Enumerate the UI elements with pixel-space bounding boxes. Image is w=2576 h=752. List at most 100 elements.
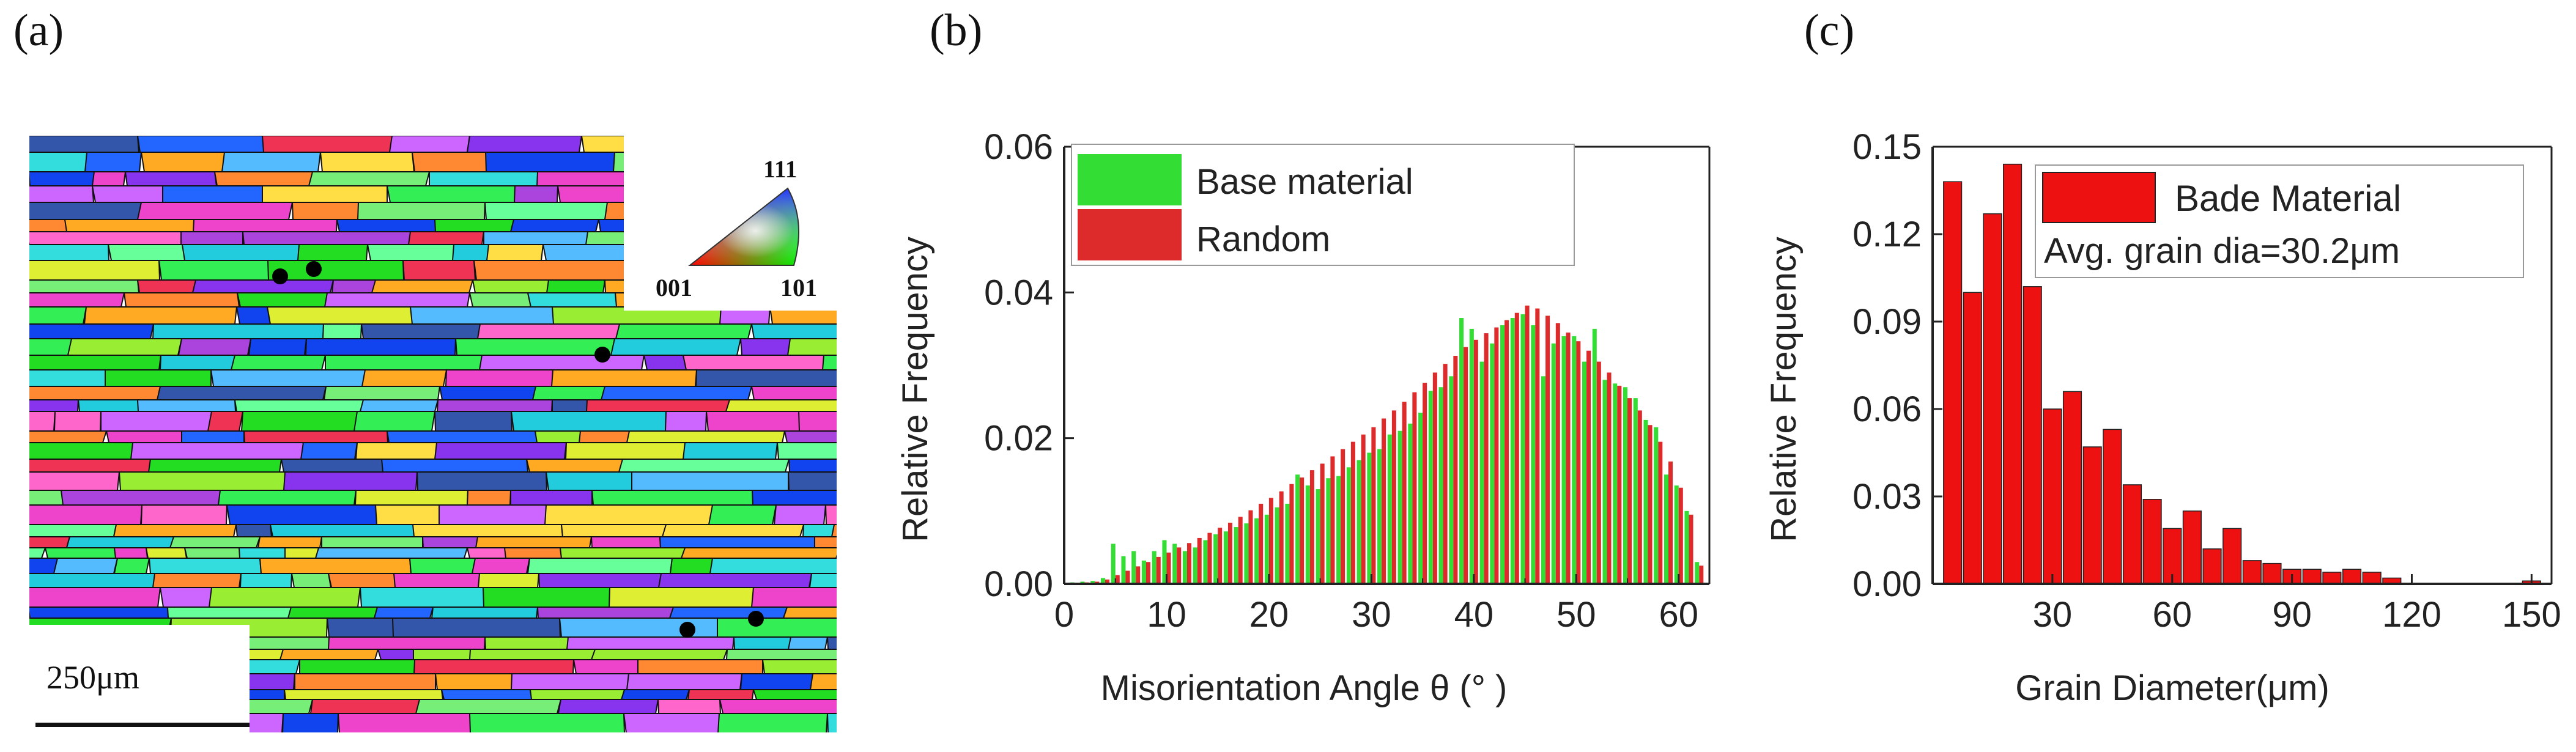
grain [100,411,212,432]
y-tick-label: 0.04 [984,273,1053,312]
grain [719,699,837,714]
grain [283,689,444,700]
bar-base-material [1664,474,1669,584]
grain [374,504,442,525]
grain [148,558,262,574]
grain [29,490,65,506]
bar-bade-material [1963,292,1982,584]
grain [324,292,471,308]
bar-base-material [1264,514,1269,584]
grain [380,459,529,473]
bar-random [1279,491,1284,584]
ipf-triangle-outline [688,187,799,266]
grain [531,386,606,400]
grain [140,504,228,525]
grain [590,649,728,660]
grain [181,244,303,261]
bar-base-material [1531,325,1536,584]
panel-c-label: (c) [1804,6,1855,56]
grain [682,355,828,370]
bar-base-material [1582,361,1587,584]
grain [29,459,152,473]
panel-a-label: (a) [13,6,64,56]
inclusion-dot [679,622,695,638]
grain [29,536,71,548]
grain [327,636,486,650]
bar-base-material [1356,460,1361,584]
grain [235,306,272,325]
bar-base-material [1500,325,1505,584]
grain [509,219,600,232]
grain [451,244,490,261]
x-tick-label: 20 [1249,595,1289,635]
grain [608,587,755,608]
grain [513,185,559,203]
grain [29,558,59,574]
grain [431,606,539,619]
bar-random [1402,402,1407,584]
bar-bade-material [2142,499,2162,584]
grain [299,659,415,674]
grain [371,279,474,293]
grain [550,369,698,387]
grain [308,171,431,186]
grain [486,244,544,261]
grain [136,399,237,412]
bar-base-material [1203,540,1208,584]
bar-random [1412,392,1417,584]
grain [761,659,837,674]
grain [733,636,793,650]
grain [261,136,394,153]
grain [158,260,272,281]
ipf-key-background [624,136,837,311]
grain [123,292,240,308]
grain [147,459,283,473]
bar-base-material [1397,430,1402,584]
bar-random [1207,533,1212,584]
grain [336,219,439,232]
grain [664,411,708,432]
grain [65,536,175,548]
bar-random [1637,410,1642,584]
bar-bade-material [1983,213,2002,584]
bar-random [1668,461,1673,584]
bar-base-material [1131,551,1136,584]
avg-grain-annotation: Avg. grain dia=30.2μm [2044,231,2400,271]
grain [637,659,763,674]
ipf-label-001: 001 [656,274,692,301]
grain [525,459,627,473]
grain [29,219,69,232]
grain [284,547,319,559]
bar-bade-material [2103,429,2122,584]
x-tick-label: 60 [1659,595,1699,635]
grain [538,573,663,588]
grain [29,399,80,412]
x-tick-label: 40 [1454,595,1494,635]
grain [353,411,436,432]
grain [269,524,416,537]
bar-base-material [1346,467,1351,584]
grain [360,323,483,339]
grain [739,673,814,690]
grain [29,202,143,220]
grain [809,573,837,588]
scale-bar: 250μm [29,625,250,732]
legend-label-bade-material: Bade Material [2175,178,2401,219]
x-tick-label: 90 [2272,595,2312,635]
legend: Base material Random [1071,144,1575,266]
grain [725,399,837,412]
inclusion-dot [272,268,288,284]
bar-base-material [1520,314,1525,584]
bar-base-material [1490,343,1495,584]
grain [783,430,837,443]
grain [242,231,413,245]
grain [29,369,107,387]
legend-swatch-base-material [1078,154,1182,205]
grain [484,202,610,220]
grain [192,219,338,232]
inclusion-dot [748,611,764,627]
grain [280,459,385,473]
grain [113,558,150,574]
grain [705,411,802,432]
grain [29,231,185,245]
